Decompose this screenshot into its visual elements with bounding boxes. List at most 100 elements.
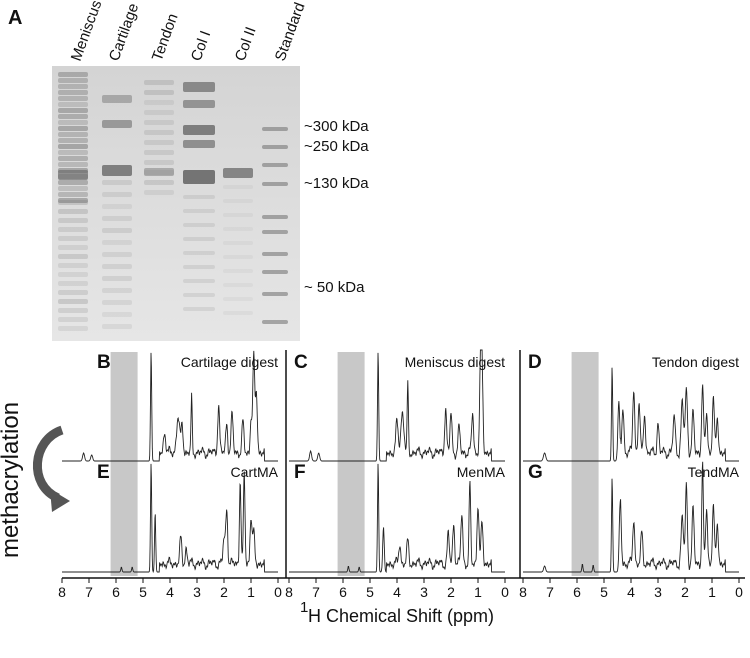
gel-band xyxy=(183,140,215,148)
gel-band xyxy=(102,204,132,209)
gel-band xyxy=(183,195,215,199)
gel-band xyxy=(102,95,132,103)
gel-band xyxy=(223,269,253,273)
tick-label: 2 xyxy=(447,584,455,600)
tick-label: 3 xyxy=(193,584,201,600)
gel-band xyxy=(183,170,215,184)
tick-label: 6 xyxy=(573,584,581,600)
lane-label: Cartilage xyxy=(106,1,143,63)
tick-label: 7 xyxy=(312,584,320,600)
gel-band xyxy=(58,170,88,180)
gel-band xyxy=(102,120,132,128)
tick-label: 4 xyxy=(393,584,401,600)
gel-band xyxy=(223,185,253,189)
marker-label: ~250 kDa xyxy=(304,138,369,155)
gel-band xyxy=(58,209,88,214)
gel-band xyxy=(58,308,88,313)
tick-label: 6 xyxy=(112,584,120,600)
gel-band xyxy=(58,227,88,232)
gel-band xyxy=(102,180,132,185)
gel-band xyxy=(144,130,174,135)
gel-band xyxy=(102,276,132,281)
gel-band xyxy=(58,126,88,131)
gel-band xyxy=(58,326,88,331)
gel-band xyxy=(58,299,88,304)
panel-title: CartMA xyxy=(231,464,279,480)
gel-band xyxy=(58,317,88,322)
gel-band xyxy=(183,100,215,108)
gel-band xyxy=(102,216,132,221)
gel-band xyxy=(102,165,132,176)
gel-band xyxy=(144,190,174,195)
gel-band xyxy=(262,320,288,324)
gel-band xyxy=(58,144,88,149)
panel-label: B xyxy=(97,352,111,373)
gel-band xyxy=(183,82,215,92)
gel-band xyxy=(144,140,174,145)
gel-band xyxy=(223,241,253,245)
gel-band xyxy=(183,209,215,213)
gel-band xyxy=(58,114,88,119)
gel-band xyxy=(223,227,253,231)
gel-band xyxy=(58,200,88,205)
gel-band xyxy=(58,254,88,259)
gel-band xyxy=(58,138,88,143)
tick-label: 5 xyxy=(600,584,608,600)
gel-band xyxy=(183,265,215,269)
gel-band xyxy=(223,297,253,301)
gel-band xyxy=(58,84,88,89)
gel-band xyxy=(102,240,132,245)
gel-band xyxy=(58,96,88,101)
nmr-spectrum xyxy=(62,464,278,572)
tick-label: 4 xyxy=(166,584,174,600)
gel-band xyxy=(144,90,174,95)
gel-band xyxy=(183,251,215,255)
nmr-panels: B Cartilage digest C Meniscus digest D Tendon… xyxy=(58,350,745,600)
gel-band xyxy=(58,218,88,223)
gel-image xyxy=(52,66,300,341)
gel-band xyxy=(58,120,88,125)
panel-title: TendMA xyxy=(688,464,740,480)
gel-band xyxy=(58,272,88,277)
tick-label: 7 xyxy=(546,584,554,600)
gel-band xyxy=(144,100,174,105)
gel-band xyxy=(262,215,288,219)
gel-band xyxy=(102,300,132,305)
gel-band xyxy=(262,292,288,296)
gel-band xyxy=(144,120,174,125)
tick-label: 8 xyxy=(519,584,527,600)
lane-label: Tendon xyxy=(149,11,182,63)
gel-band xyxy=(58,281,88,286)
gel-band xyxy=(183,223,215,227)
gel-band xyxy=(223,199,253,203)
marker-label: ~300 kDa xyxy=(304,118,369,135)
gel-band xyxy=(183,307,215,311)
gel-band xyxy=(58,102,88,107)
panel-title: Tendon digest xyxy=(652,354,739,370)
panel-label: G xyxy=(528,462,543,483)
gel-band xyxy=(58,290,88,295)
gel-band xyxy=(262,252,288,256)
marker-label: ~ 50 kDa xyxy=(304,279,365,296)
tick-label: 8 xyxy=(285,584,293,600)
gel-band xyxy=(58,263,88,268)
tick-label: 1 xyxy=(247,584,255,600)
tick-label: 3 xyxy=(420,584,428,600)
gel-band xyxy=(58,180,88,185)
gel-band xyxy=(58,192,88,197)
gel-band xyxy=(183,237,215,241)
gel-band xyxy=(223,311,253,315)
gel-band xyxy=(262,182,288,186)
gel-band xyxy=(223,213,253,217)
gel-band xyxy=(58,245,88,250)
tick-label: 5 xyxy=(366,584,374,600)
gel-band xyxy=(102,264,132,269)
tick-label: 0 xyxy=(274,584,282,600)
gel-band xyxy=(144,110,174,115)
tick-label: 2 xyxy=(220,584,228,600)
tick-label: 4 xyxy=(627,584,635,600)
methacrylate-region xyxy=(338,352,365,576)
tick-label: 2 xyxy=(681,584,689,600)
tick-label: 1 xyxy=(474,584,482,600)
